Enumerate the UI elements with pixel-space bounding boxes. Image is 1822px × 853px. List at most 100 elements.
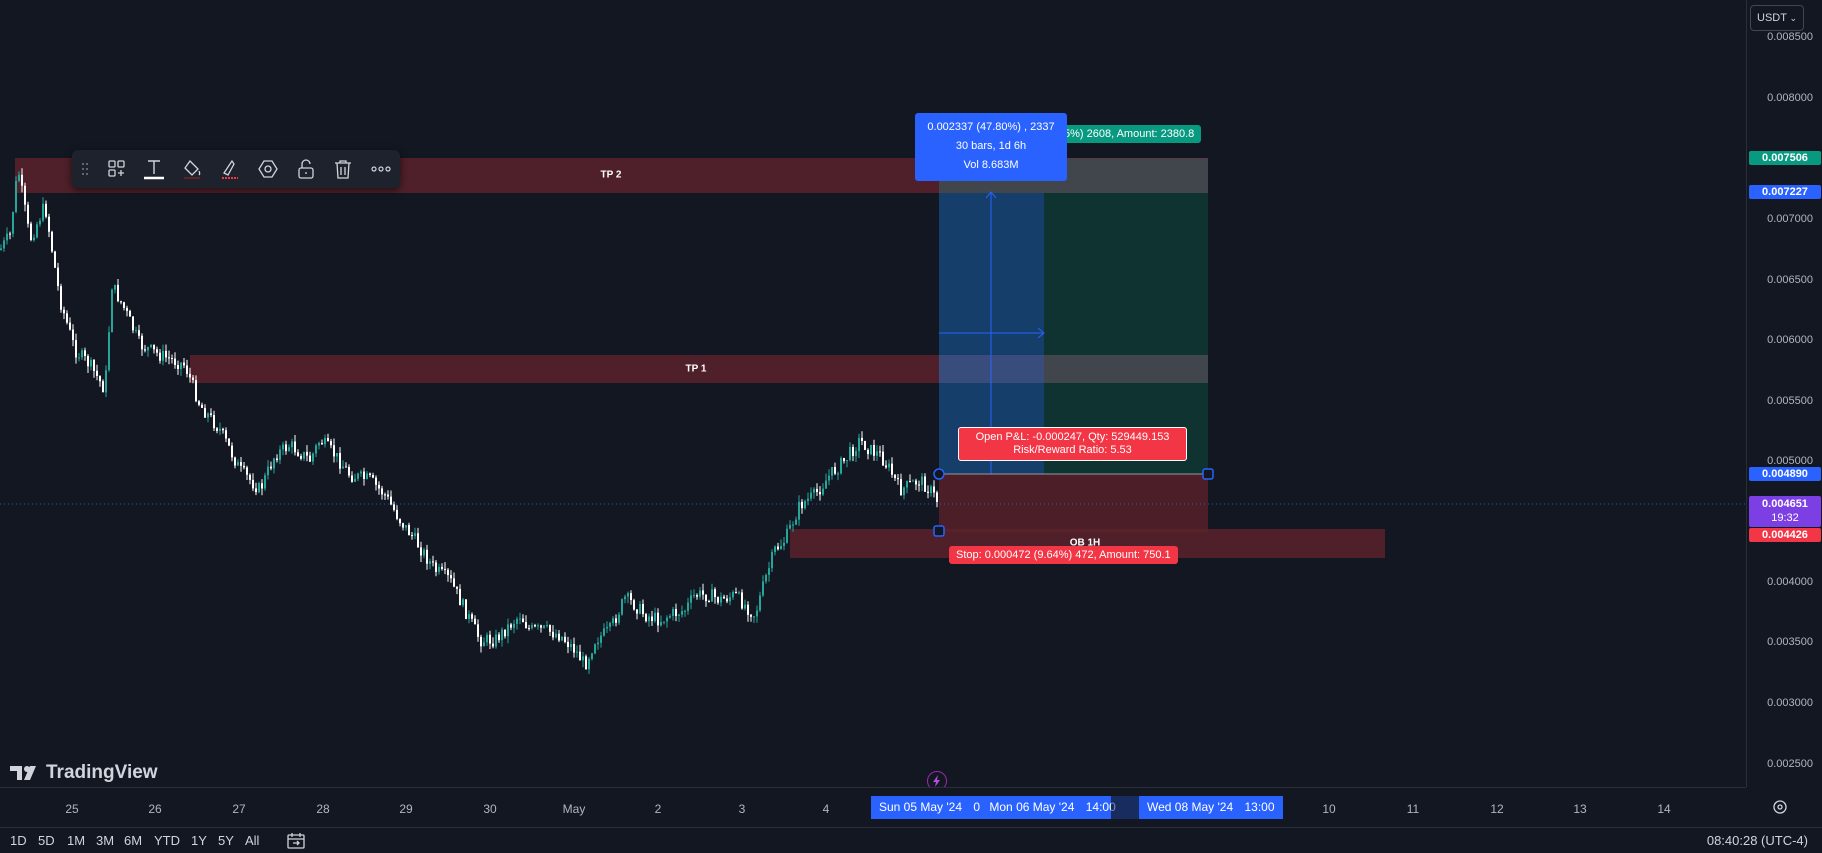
stop-price-tag: 0.004426 <box>1749 528 1821 542</box>
candle-body <box>321 443 323 445</box>
candle-body <box>183 362 185 366</box>
date-range-icon[interactable] <box>286 832 306 853</box>
candle-body <box>435 562 437 572</box>
candle-body <box>180 362 182 370</box>
candle-body <box>603 628 605 636</box>
candle-body <box>915 480 917 485</box>
entry-handle-right[interactable] <box>1202 468 1214 480</box>
range-button-all[interactable]: All <box>245 833 260 848</box>
range-button-1m[interactable]: 1M <box>67 833 86 848</box>
candle-body <box>357 473 359 479</box>
candle-body <box>465 599 467 619</box>
candle-body <box>99 376 101 382</box>
drag-handle-icon[interactable] <box>72 150 98 188</box>
range-button-ytd[interactable]: YTD <box>154 833 180 848</box>
candle-body <box>18 174 20 181</box>
candle-body <box>615 618 617 623</box>
fill-color-icon[interactable] <box>173 150 211 188</box>
candle-body <box>558 633 560 641</box>
candle-body <box>657 612 659 626</box>
more-icon[interactable] <box>362 150 400 188</box>
clock[interactable]: 08:40:28 (UTC-4) <box>1706 833 1808 848</box>
candle-body <box>645 614 647 622</box>
range-button-3m[interactable]: 3M <box>96 833 115 848</box>
candle-body <box>156 349 158 353</box>
tradingview-logo[interactable]: TradingView <box>10 762 158 784</box>
candle-body <box>249 474 251 480</box>
candle-body <box>315 445 317 454</box>
add-template-icon[interactable] <box>98 150 136 188</box>
settings-icon[interactable] <box>249 150 287 188</box>
time-axis[interactable]: 25 26 27 28 29 30 May 2 3 4 10 11 12 13 14 Sun 05 May … <box>0 787 1787 828</box>
candle-body <box>366 473 368 479</box>
target-info-label: 5%) 2608, Amount: 2380.8 <box>1057 125 1202 143</box>
candle-body <box>177 365 179 369</box>
candle-body <box>894 474 896 479</box>
candle-body <box>345 466 347 468</box>
candle-body <box>648 616 650 622</box>
candle-body <box>567 641 569 647</box>
candle-body <box>78 357 80 359</box>
candle-body <box>192 377 194 380</box>
candle-body <box>324 438 326 445</box>
last-price-value: 0.004651 <box>1762 498 1808 510</box>
candle-body <box>186 365 188 374</box>
candle-body <box>150 344 152 348</box>
time-label: 12 <box>1490 802 1504 816</box>
chart-pane[interactable]: TP 2 TP 1 OB 1H 5%) 2608, Amount: 2380.8… <box>0 0 1746 787</box>
candle-body <box>588 659 590 670</box>
candle-body <box>438 566 440 572</box>
candle-body <box>198 401 200 405</box>
candle-body <box>771 552 773 569</box>
candle-body <box>504 629 506 637</box>
delete-icon[interactable] <box>324 150 362 188</box>
candle-body <box>795 519 797 525</box>
time-label: 10 <box>1322 802 1336 816</box>
chart-canvas[interactable] <box>0 0 1746 787</box>
candle-body <box>102 381 104 393</box>
stop-area[interactable] <box>939 474 1208 532</box>
candle-body <box>675 609 677 616</box>
range-button-5y[interactable]: 5Y <box>218 833 234 848</box>
candle-body <box>927 491 929 493</box>
range-button-5d[interactable]: 5D <box>38 833 55 848</box>
candle-body <box>669 616 671 618</box>
range-button-1y[interactable]: 1Y <box>191 833 207 848</box>
candle-body <box>342 466 344 469</box>
price-label: 0.006500 <box>1767 274 1813 286</box>
candle-body <box>123 302 125 308</box>
target-area[interactable] <box>939 160 1208 474</box>
candle-body <box>828 475 830 481</box>
candle-body <box>639 604 641 614</box>
currency-select[interactable]: USDT ⌄ <box>1750 5 1804 31</box>
range-button-1d[interactable]: 1D <box>10 833 27 848</box>
candle-body <box>120 301 122 303</box>
text-icon[interactable] <box>136 150 174 188</box>
lock-icon[interactable] <box>287 150 325 188</box>
candle-body <box>594 644 596 654</box>
candle-body <box>624 596 626 600</box>
entry-handle-left[interactable] <box>933 468 945 480</box>
candle-body <box>384 494 386 496</box>
candle-body <box>855 451 857 457</box>
candle-body <box>411 535 413 537</box>
candle-body <box>171 358 173 359</box>
candle-body <box>519 618 521 620</box>
lightning-icon[interactable] <box>927 771 947 787</box>
candle-body <box>867 449 869 455</box>
range-button-6m[interactable]: 6M <box>124 833 143 848</box>
candle-body <box>306 451 308 456</box>
axis-settings-icon[interactable] <box>1772 799 1788 818</box>
price-axis[interactable]: 0.0085000.0080000.0075000.0070000.006500… <box>1746 0 1822 787</box>
candle-body <box>51 231 53 252</box>
candle-body <box>699 590 701 597</box>
candle-body <box>618 614 620 623</box>
candle-body <box>279 449 281 461</box>
stop-handle[interactable] <box>933 525 945 537</box>
line-color-icon[interactable] <box>211 150 249 188</box>
time-range-highlight <box>1111 796 1139 819</box>
measure-change: 0.002337 (47.80%) , 2337 <box>927 121 1055 133</box>
candle-body <box>786 528 788 543</box>
candle-body <box>267 466 269 476</box>
candle-body <box>798 501 800 520</box>
